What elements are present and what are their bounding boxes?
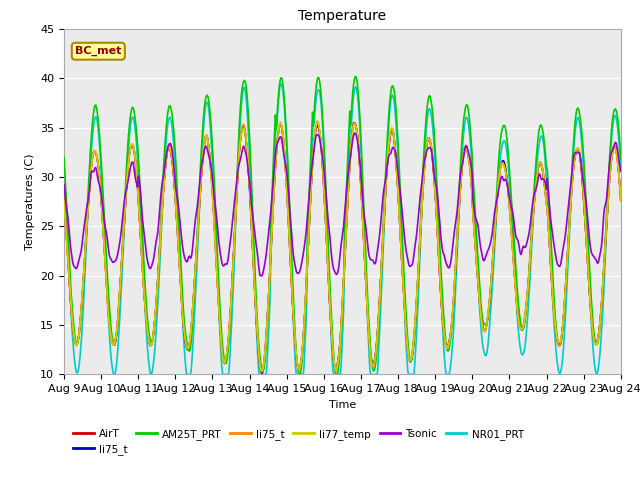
li77_temp — [314, 120, 321, 125]
li75_t — [127, 143, 135, 149]
NR01_PRT — [185, 372, 193, 377]
Legend: AirT, li75_t, AM25T_PRT, li75_t, li77_temp, Tsonic, NR01_PRT: AirT, li75_t, AM25T_PRT, li75_t, li77_te… — [69, 424, 528, 459]
NR01_PRT — [111, 372, 118, 377]
li77_temp — [412, 314, 419, 320]
li77_temp — [214, 279, 221, 285]
Tsonic — [60, 181, 68, 187]
li77_temp — [258, 368, 266, 374]
li75_t — [314, 119, 321, 124]
NR01_PRT — [277, 81, 285, 86]
Tsonic — [184, 257, 192, 263]
Tsonic — [617, 168, 625, 174]
li75_t — [70, 335, 78, 340]
Y-axis label: Temperatures (C): Temperatures (C) — [24, 153, 35, 250]
AirT — [127, 143, 135, 149]
AM25T_PRT — [428, 103, 436, 109]
Tsonic — [412, 240, 419, 245]
AM25T_PRT — [127, 108, 135, 113]
li75_t — [184, 347, 192, 353]
AM25T_PRT — [184, 345, 192, 350]
li75_t — [428, 150, 436, 156]
NR01_PRT — [214, 291, 222, 297]
li77_temp — [428, 148, 436, 154]
li75_t — [258, 369, 266, 375]
li75_t — [412, 315, 419, 321]
li77_temp — [184, 346, 192, 352]
AM25T_PRT — [412, 319, 419, 324]
NR01_PRT — [428, 117, 436, 122]
AM25T_PRT — [214, 250, 221, 255]
li75_t — [214, 277, 221, 283]
Line: Tsonic: Tsonic — [64, 133, 621, 276]
li75_t — [259, 371, 266, 376]
NR01_PRT — [128, 114, 136, 120]
AirT — [214, 278, 221, 284]
AirT — [351, 120, 358, 126]
X-axis label: Time: Time — [329, 400, 356, 409]
AM25T_PRT — [70, 326, 78, 332]
AirT — [184, 346, 192, 352]
Line: li77_temp: li77_temp — [64, 122, 621, 371]
Tsonic — [351, 130, 359, 136]
li75_t — [214, 279, 221, 285]
AirT — [412, 314, 419, 320]
Line: AirT: AirT — [64, 123, 621, 371]
li77_temp — [127, 142, 135, 148]
AM25T_PRT — [60, 154, 68, 160]
AirT — [60, 195, 68, 201]
NR01_PRT — [60, 162, 68, 168]
NR01_PRT — [70, 353, 78, 359]
li75_t — [184, 346, 192, 351]
li75_t — [60, 195, 68, 201]
li77_temp — [617, 195, 625, 201]
Line: li75_t: li75_t — [64, 121, 621, 372]
AM25T_PRT — [296, 372, 303, 377]
Text: BC_met: BC_met — [75, 46, 122, 56]
li77_temp — [60, 200, 68, 205]
Tsonic — [428, 150, 436, 156]
li75_t — [70, 335, 78, 340]
Tsonic — [257, 273, 264, 278]
li75_t — [127, 143, 135, 148]
li75_t — [428, 148, 436, 154]
li75_t — [60, 195, 68, 201]
AM25T_PRT — [617, 156, 625, 161]
Title: Temperature: Temperature — [298, 10, 387, 24]
AirT — [617, 197, 625, 203]
li75_t — [617, 198, 625, 204]
Line: li75_t: li75_t — [64, 122, 621, 373]
Line: AM25T_PRT: AM25T_PRT — [64, 77, 621, 374]
li75_t — [617, 196, 625, 202]
AirT — [259, 368, 266, 374]
li75_t — [412, 311, 419, 317]
AirT — [428, 150, 436, 156]
Tsonic — [214, 222, 221, 228]
Tsonic — [127, 161, 135, 167]
NR01_PRT — [617, 167, 625, 172]
Line: NR01_PRT: NR01_PRT — [64, 84, 621, 374]
AirT — [70, 334, 78, 340]
AM25T_PRT — [351, 74, 359, 80]
Tsonic — [70, 264, 78, 269]
li75_t — [351, 120, 358, 125]
NR01_PRT — [412, 348, 419, 354]
li77_temp — [70, 334, 78, 340]
